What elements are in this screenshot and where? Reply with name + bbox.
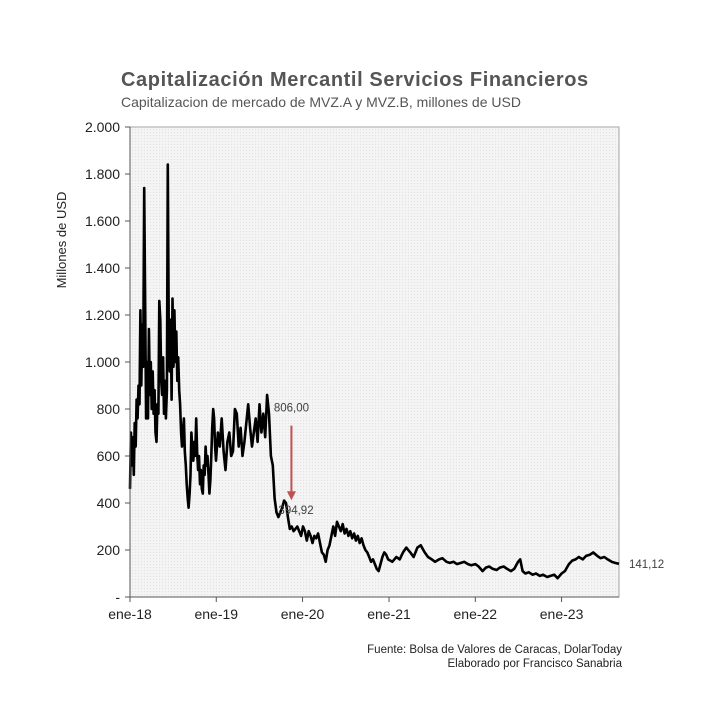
arrow-end-label: 394,92: [278, 505, 313, 517]
plot-area: [129, 126, 620, 598]
y-tick-label: 600: [97, 448, 121, 464]
y-tick-label: 1.600: [85, 213, 120, 229]
y-tick-label: 200: [97, 542, 121, 558]
source-line: Fuente: Bolsa de Valores de Caracas, Dol…: [367, 644, 622, 656]
x-tick-label: ene-20: [281, 606, 325, 622]
y-tick-label: 1.200: [85, 307, 120, 323]
chart-title: Capitalización Mercantil Servicios Finan…: [121, 69, 589, 91]
annotations: 806,00 394,92 141,12: [274, 403, 664, 571]
author-line: Elaborado por Francisco Sanabria: [447, 658, 622, 670]
x-tick-label: ene-23: [540, 606, 584, 622]
source-note: Fuente: Bolsa de Valores de Caracas, Dol…: [367, 643, 622, 671]
arrow-start-label: 806,00: [274, 403, 309, 415]
end-value-label: 141,12: [629, 559, 664, 571]
x-axis-ticks: ene-18 ene-19 ene-20 ene-21 ene-22 ene-23: [108, 597, 584, 622]
arrow-head: [286, 491, 296, 501]
x-tick-label: ene-18: [108, 606, 152, 622]
x-tick-label: ene-22: [454, 606, 498, 622]
y-tick-label: 800: [97, 401, 121, 417]
y-tick-label: -: [115, 589, 120, 605]
y-tick-label: 1.800: [85, 166, 120, 182]
y-tick-label: 1.400: [85, 260, 120, 276]
y-tick-label: 1.000: [85, 354, 120, 370]
x-tick-label: ene-21: [367, 606, 411, 622]
y-axis-ticks: - 200 400 600 800 1.000 1.200 1.400 1.600 1.800 2.…: [85, 119, 130, 605]
y-tick-label: 400: [97, 495, 121, 511]
y-axis-label: Millones de USD: [54, 192, 69, 289]
series-line: [128, 163, 620, 580]
chart-subtitle: Capitalizacion de mercado de MVZ.A y MVZ…: [121, 94, 521, 110]
x-tick-label: ene-19: [194, 606, 238, 622]
y-tick-label: 2.000: [85, 119, 120, 135]
